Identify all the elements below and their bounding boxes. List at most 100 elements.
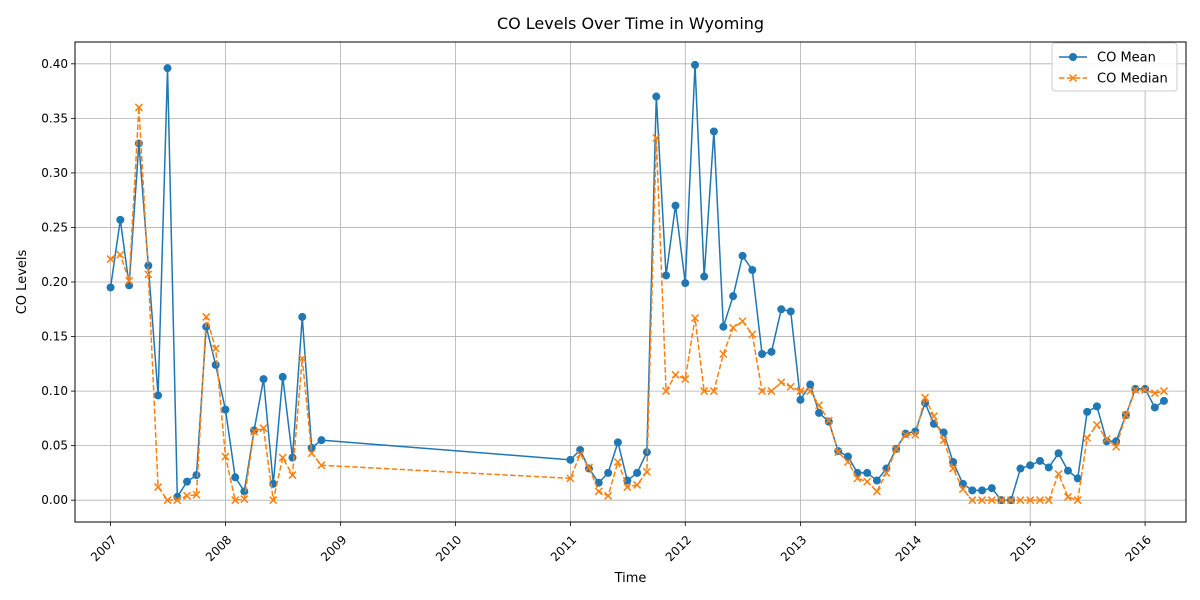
data-point-co-mean	[748, 266, 757, 274]
data-point-co-mean	[116, 215, 125, 224]
data-point-co-mean	[709, 127, 718, 136]
data-point-co-mean	[1026, 461, 1035, 470]
data-point-co-mean	[125, 281, 134, 290]
data-point-co-median	[978, 496, 987, 505]
data-point-co-median	[1016, 496, 1025, 505]
y-tick-label: 0.30	[41, 166, 68, 180]
legend-label-co-mean: CO Mean	[1097, 51, 1156, 66]
data-point-co-median	[911, 430, 920, 439]
data-point-co-median	[278, 453, 287, 462]
data-point-co-mean	[872, 476, 881, 485]
data-point-co-median	[921, 393, 930, 402]
data-point-co-median	[1054, 469, 1063, 479]
data-point-co-median	[1073, 496, 1082, 505]
data-point-co-mean	[613, 438, 622, 447]
data-point-co-median	[202, 312, 211, 321]
data-point-co-mean	[134, 139, 143, 148]
data-point-co-median	[288, 471, 297, 480]
data-point-co-median	[613, 457, 622, 467]
data-point-co-median	[1083, 433, 1092, 443]
data-point-co-median	[1035, 496, 1044, 505]
data-point-co-mean	[1141, 384, 1150, 393]
data-point-co-mean	[1016, 464, 1025, 473]
data-point-co-median	[834, 448, 843, 457]
y-tick-label: 0.20	[41, 275, 68, 289]
x-axis-label: Time	[614, 571, 647, 586]
data-point-co-median	[796, 387, 805, 396]
data-point-co-mean	[183, 477, 192, 486]
data-point-co-median	[1112, 442, 1121, 451]
data-point-co-mean	[1063, 466, 1072, 475]
data-point-co-median	[584, 463, 593, 472]
data-point-co-mean	[796, 395, 805, 404]
data-point-co-median	[662, 387, 671, 396]
data-point-co-median	[786, 382, 795, 391]
data-point-co-median	[958, 485, 967, 494]
data-point-co-median	[106, 255, 115, 264]
data-point-co-mean	[729, 292, 738, 301]
data-point-co-median	[240, 495, 249, 504]
y-tick-label: 0.10	[41, 384, 68, 398]
data-point-co-median	[604, 491, 613, 500]
data-point-co-mean	[719, 322, 728, 331]
data-point-co-median	[882, 468, 891, 477]
y-tick-label: 0.05	[41, 439, 68, 453]
data-point-co-median	[997, 496, 1006, 505]
data-point-co-median	[652, 133, 661, 143]
legend-label-co-median: CO Median	[1097, 72, 1168, 87]
data-point-co-mean	[1131, 384, 1140, 393]
data-point-co-median	[1102, 435, 1111, 444]
y-tick-label: 0.15	[41, 330, 68, 344]
data-point-co-median	[671, 370, 680, 379]
data-point-co-median	[843, 457, 853, 467]
data-point-co-mean	[298, 312, 307, 321]
chart-title: CO Levels Over Time in Wyoming	[497, 14, 764, 33]
data-point-co-mean	[843, 452, 852, 461]
data-point-co-median	[709, 387, 718, 396]
grid	[75, 42, 1186, 522]
data-point-co-mean	[786, 307, 795, 316]
data-point-co-median	[758, 387, 767, 396]
data-point-co-median	[1159, 387, 1168, 396]
data-point-co-median	[642, 467, 651, 476]
data-point-co-mean	[623, 476, 632, 485]
data-point-co-median	[576, 450, 585, 459]
data-point-co-mean	[1044, 463, 1053, 472]
data-point-co-mean	[939, 428, 948, 437]
data-point-co-median	[1131, 385, 1140, 395]
data-point-co-median	[116, 250, 125, 259]
data-point-co-median	[154, 483, 163, 492]
data-point-co-mean	[681, 279, 690, 288]
data-point-co-median	[824, 416, 833, 425]
data-point-co-median	[1006, 496, 1016, 505]
data-point-co-median	[767, 387, 776, 396]
data-point-co-median	[221, 452, 230, 461]
data-point-co-median	[987, 496, 996, 505]
data-point-co-median	[1026, 496, 1035, 505]
data-point-co-median	[901, 430, 910, 439]
data-point-co-mean	[250, 426, 259, 435]
data-point-co-median	[929, 412, 938, 421]
data-point-co-mean	[154, 391, 163, 400]
y-tick-label: 0.00	[41, 493, 68, 507]
data-point-co-median	[814, 401, 824, 410]
data-point-co-median	[250, 427, 259, 436]
data-point-co-mean	[633, 468, 642, 477]
data-point-co-mean	[566, 455, 575, 464]
data-point-co-mean	[106, 283, 115, 292]
data-point-co-median	[806, 387, 815, 396]
data-point-co-mean	[815, 408, 824, 417]
data-point-co-median	[307, 449, 316, 458]
data-point-co-median	[317, 461, 326, 470]
series-line-co-median	[110, 106, 1165, 501]
data-point-co-mean	[652, 92, 661, 101]
data-point-co-median	[125, 276, 134, 285]
data-point-co-median	[594, 487, 603, 496]
data-point-co-median	[863, 477, 872, 486]
y-tick-label: 0.25	[41, 220, 68, 234]
data-point-co-median	[192, 490, 201, 499]
data-point-co-median	[872, 487, 881, 496]
data-point-co-median	[949, 464, 958, 473]
data-point-co-median	[1121, 411, 1130, 420]
data-point-co-median	[298, 354, 307, 363]
